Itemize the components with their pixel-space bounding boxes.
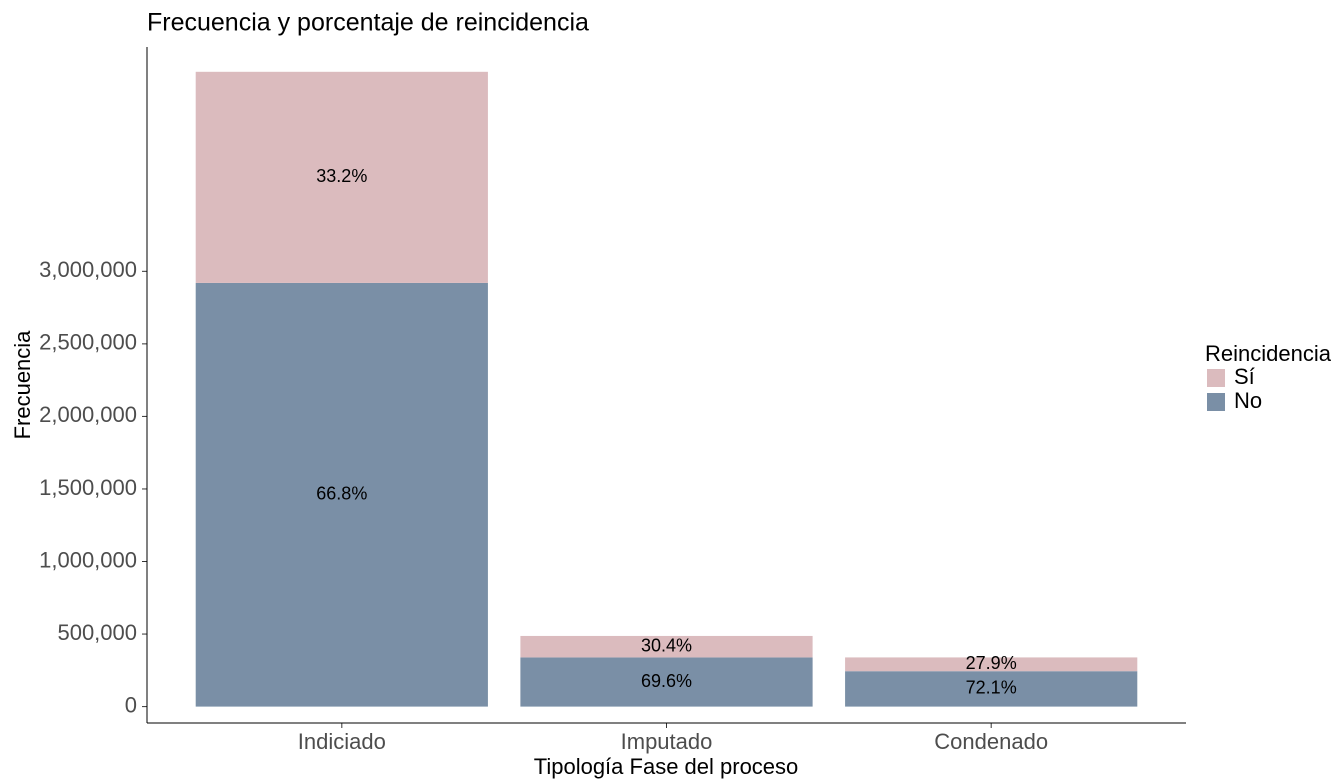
legend-title: Reincidencia (1205, 341, 1332, 366)
bar-segment (195, 71, 488, 283)
legend-key (1207, 393, 1225, 411)
bar-segment (845, 671, 1138, 707)
x-tick-label: Condenado (934, 729, 1048, 754)
y-tick-label: 3,000,000 (39, 257, 137, 282)
y-tick-label: 2,500,000 (39, 330, 137, 355)
y-tick-label: 1,000,000 (39, 547, 137, 572)
data-label: 33.2% (316, 166, 367, 186)
bar-segment (845, 657, 1138, 672)
y-axis-title: Frecuencia (10, 330, 35, 440)
x-tick-label: Indiciado (298, 729, 386, 754)
bar-segment (520, 635, 813, 658)
legend-key (1207, 369, 1225, 387)
legend-label: No (1234, 388, 1262, 413)
data-label: 72.1% (966, 678, 1017, 698)
data-label: 69.6% (641, 671, 692, 691)
x-axis-title: Tipología Fase del proceso (534, 754, 799, 779)
y-tick-label: 0 (125, 692, 137, 717)
y-tick-label: 2,000,000 (39, 402, 137, 427)
chart-title: Frecuencia y porcentaje de reincidencia (147, 9, 589, 37)
data-label: 27.9% (966, 653, 1017, 673)
y-tick-label: 500,000 (57, 620, 137, 645)
x-tick-label: Imputado (621, 729, 713, 754)
bar-segment (520, 657, 813, 707)
y-tick-label: 1,500,000 (39, 475, 137, 500)
legend-label: Sí (1234, 364, 1255, 389)
bar-segment (195, 282, 488, 707)
data-label: 30.4% (641, 635, 692, 655)
data-label: 66.8% (316, 484, 367, 504)
